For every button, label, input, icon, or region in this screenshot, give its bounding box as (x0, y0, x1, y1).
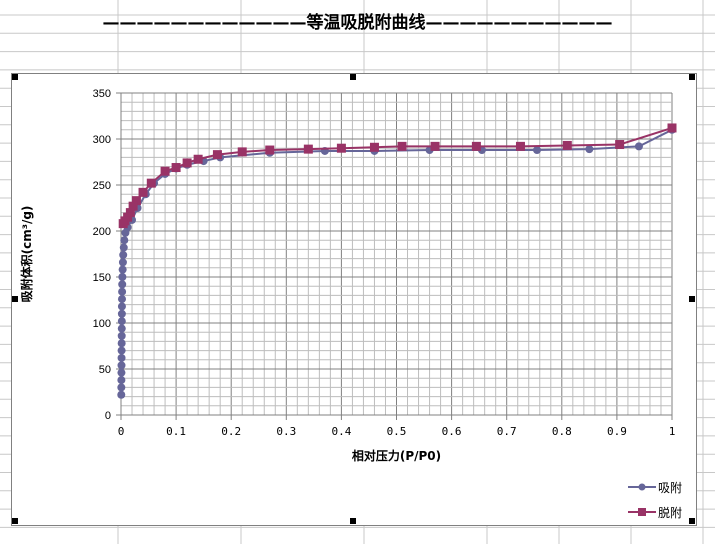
isotherm-chart: 0 0.1 0.2 0.3 0.4 0.5 0.6 0.7 0.8 0.9 1 0 50 100 150 20… (19, 88, 682, 520)
desorption-point (160, 166, 170, 176)
desorption-point (369, 142, 379, 152)
adsorption-point (117, 339, 126, 348)
legend-marker-circle (638, 483, 646, 491)
x-axis-title: 相对压力(P/P0) (352, 448, 441, 463)
y-tick-label: 50 (99, 364, 111, 376)
adsorption-point (117, 317, 126, 326)
adsorption-point (117, 390, 126, 399)
resize-handle-bc[interactable] (350, 518, 356, 524)
y-tick-label: 350 (93, 88, 111, 100)
resize-handle-mr[interactable] (689, 296, 695, 302)
resize-handle-tl[interactable] (12, 74, 18, 80)
desorption-point (515, 141, 525, 151)
desorption-point (146, 178, 156, 188)
x-tick-label: 0 (118, 425, 125, 438)
desorption-point (336, 143, 346, 153)
chart-area[interactable]: 0 0.1 0.2 0.3 0.4 0.5 0.6 0.7 0.8 0.9 1 0 50 100 150 20… (11, 73, 697, 526)
resize-handle-bl[interactable] (12, 518, 18, 524)
adsorption-point (117, 361, 126, 370)
adsorption-point (118, 265, 127, 274)
y-tick-label: 150 (93, 272, 111, 284)
adsorption-point (117, 309, 126, 318)
adsorption-point (118, 273, 127, 281)
desorption-point (182, 158, 192, 168)
desorption-point (125, 208, 135, 218)
x-tick-label: 0.7 (497, 425, 517, 438)
x-tick-label: 1 (669, 425, 676, 438)
adsorption-point (117, 302, 126, 311)
adsorption-point (117, 368, 126, 377)
adsorption-point (117, 376, 126, 385)
desorption-point (430, 141, 440, 151)
adsorption-point (118, 258, 127, 267)
legend-label: 脱附 (658, 505, 682, 520)
adsorption-point (533, 146, 542, 155)
adsorption-point (120, 236, 129, 245)
resize-handle-tc[interactable] (350, 74, 356, 80)
desorption-point (138, 187, 148, 197)
adsorption-point (585, 145, 594, 154)
resize-handle-br[interactable] (689, 518, 695, 524)
y-tick-label: 200 (93, 226, 111, 238)
x-tick-label: 0.2 (221, 425, 241, 438)
desorption-point (615, 140, 625, 150)
legend-marker-square (638, 508, 646, 516)
adsorption-point (117, 331, 126, 340)
x-tick-label: 0.4 (331, 425, 351, 438)
desorption-point (562, 140, 572, 150)
adsorption-point (117, 324, 126, 333)
adsorption-point (118, 280, 127, 289)
adsorption-point (119, 243, 128, 252)
adsorption-point (117, 295, 126, 304)
x-tick-label: 0.1 (166, 425, 186, 438)
y-tick-label: 250 (93, 180, 111, 192)
desorption-point (237, 147, 247, 157)
x-tick-label: 0.8 (552, 425, 572, 438)
desorption-point (667, 123, 677, 133)
sheet-title: ————————————等温吸脱附曲线——————————— (102, 13, 613, 33)
desorption-point (303, 144, 313, 154)
y-axis-title: 吸附体积(cm³/g) (19, 206, 34, 303)
adsorption-point (634, 142, 643, 151)
y-tick-label: 100 (93, 318, 111, 330)
desorption-point (397, 141, 407, 151)
y-tick-label: 0 (105, 410, 111, 422)
desorption-point (193, 154, 203, 164)
desorption-point (212, 150, 222, 160)
desorption-point (471, 141, 481, 151)
desorption-point (131, 196, 141, 206)
x-tick-label: 0.9 (607, 425, 627, 438)
x-tick-label: 0.6 (442, 425, 462, 438)
desorption-point (128, 201, 138, 211)
y-tick-label: 300 (93, 134, 111, 146)
x-tick-label: 0.5 (387, 425, 407, 438)
desorption-point (118, 219, 128, 229)
resize-handle-ml[interactable] (12, 296, 18, 302)
adsorption-point (118, 287, 127, 296)
resize-handle-tr[interactable] (689, 74, 695, 80)
desorption-point (171, 163, 181, 173)
adsorption-point (117, 346, 126, 355)
adsorption-point (119, 250, 128, 259)
adsorption-point (117, 353, 126, 362)
x-tick-label: 0.3 (276, 425, 296, 438)
legend-label: 吸附 (658, 481, 682, 495)
adsorption-point (117, 383, 126, 392)
desorption-point (265, 145, 275, 155)
